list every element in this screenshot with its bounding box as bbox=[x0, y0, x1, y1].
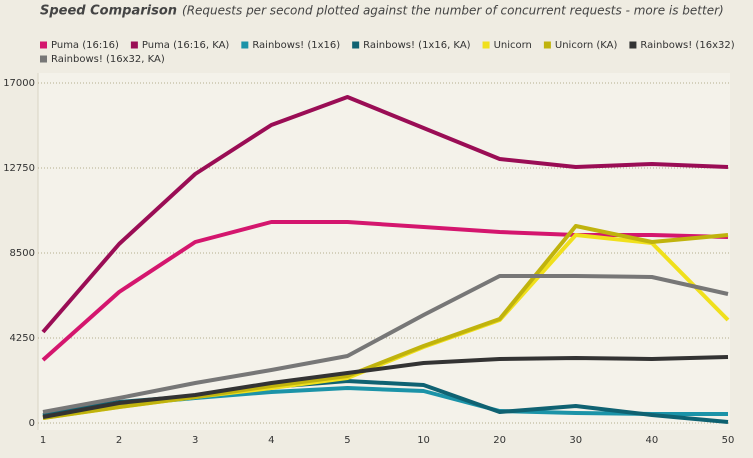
x-tick-label: 50 bbox=[722, 435, 735, 446]
legend-label: Unicorn (KA) bbox=[555, 40, 618, 51]
x-tick-label: 40 bbox=[646, 435, 659, 446]
legend-swatch bbox=[40, 41, 47, 49]
legend-swatch bbox=[629, 41, 637, 49]
legend-swatch bbox=[241, 41, 249, 49]
series-line bbox=[41, 95, 729, 334]
chart-subtitle: (Requests per second plotted against the… bbox=[182, 4, 724, 18]
y-tick-label: 8500 bbox=[10, 248, 35, 259]
x-tick-label: 5 bbox=[344, 435, 350, 446]
legend-label: Puma (16:16) bbox=[51, 40, 119, 51]
x-tick-label: 20 bbox=[493, 435, 506, 446]
x-tick-label: 4 bbox=[268, 435, 274, 446]
y-tick-label: 0 bbox=[29, 418, 35, 429]
x-tick-label: 3 bbox=[192, 435, 198, 446]
legend-swatch bbox=[40, 55, 47, 63]
x-tick-label: 30 bbox=[569, 435, 582, 446]
legend-label: Rainbows! (16x32) bbox=[640, 40, 734, 51]
legend-swatch bbox=[130, 41, 138, 49]
y-tick-label: 17000 bbox=[3, 78, 35, 89]
legend-label: Puma (16:16, KA) bbox=[142, 40, 230, 51]
series-line bbox=[42, 224, 729, 420]
x-tick-label: 1 bbox=[40, 435, 46, 446]
legend-label: Rainbows! (1x16) bbox=[252, 40, 340, 51]
legend-label: Rainbows! (16x32, KA) bbox=[51, 54, 165, 65]
legend-swatch bbox=[543, 41, 551, 49]
legend-label: Unicorn bbox=[494, 40, 532, 51]
x-tick-label: 2 bbox=[116, 435, 122, 446]
y-tick-label: 4250 bbox=[10, 333, 35, 344]
series-line bbox=[42, 274, 729, 414]
x-tick-label: 10 bbox=[417, 435, 430, 446]
series-line bbox=[42, 355, 729, 419]
y-tick-label: 12750 bbox=[3, 163, 35, 174]
legend-swatch bbox=[482, 41, 490, 49]
legend-label: Rainbows! (1x16, KA) bbox=[363, 40, 471, 51]
legend-swatch bbox=[352, 41, 360, 49]
plot-area bbox=[38, 73, 730, 430]
chart-title: Speed Comparison bbox=[40, 4, 177, 19]
